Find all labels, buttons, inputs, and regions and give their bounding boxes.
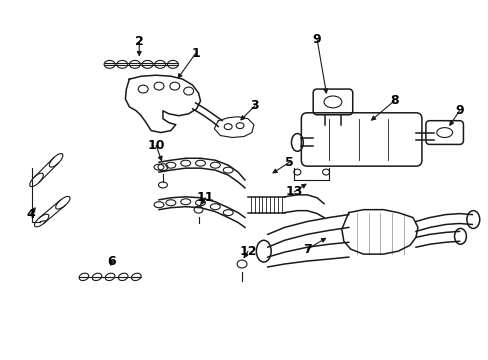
Text: 1: 1 [191, 47, 200, 60]
Text: 8: 8 [389, 94, 398, 107]
Text: 9: 9 [312, 33, 321, 46]
Text: 2: 2 [135, 35, 143, 48]
Text: 3: 3 [250, 99, 259, 112]
Text: 10: 10 [147, 139, 164, 152]
Text: 7: 7 [302, 243, 311, 256]
Text: 5: 5 [285, 156, 293, 169]
Text: 6: 6 [107, 255, 116, 267]
Text: 13: 13 [285, 185, 303, 198]
Text: 12: 12 [239, 245, 256, 258]
Text: 11: 11 [196, 191, 214, 204]
Text: 9: 9 [454, 104, 463, 117]
Text: 4: 4 [26, 208, 35, 221]
